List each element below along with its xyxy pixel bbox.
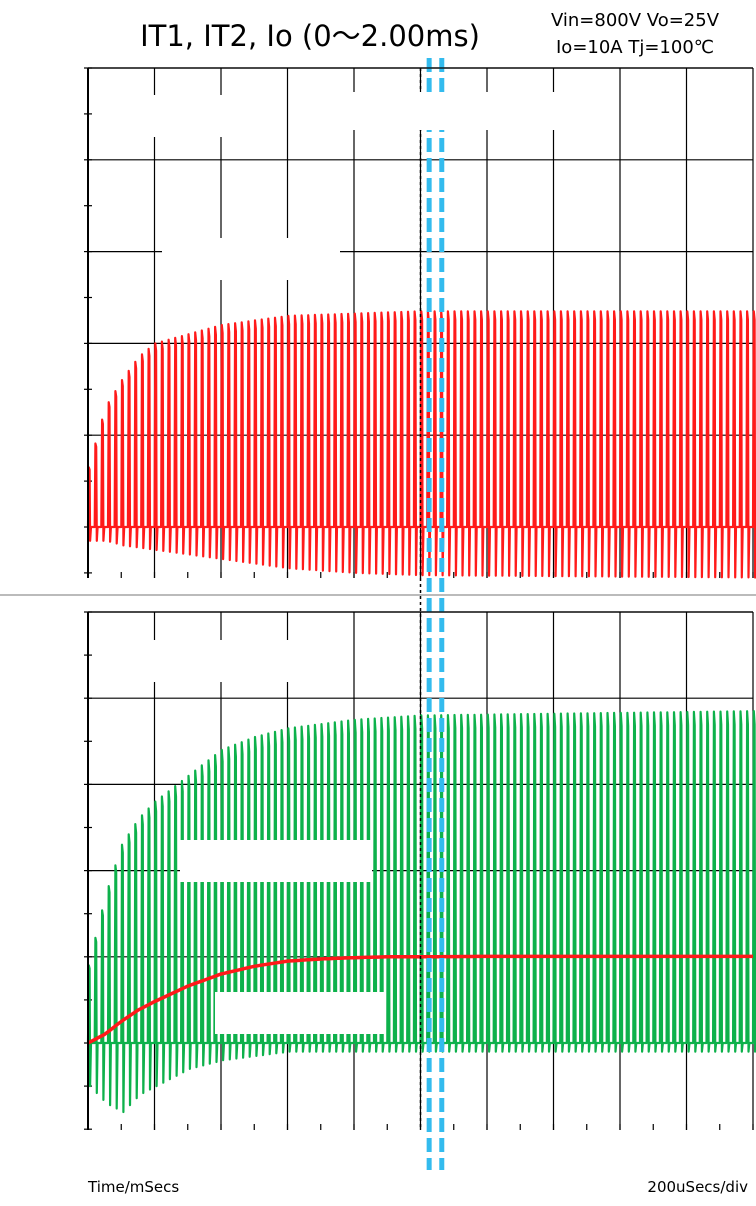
time-scale-label: 200uSecs/div [647,1178,748,1196]
series-line [86,710,756,1114]
chart-title: IT1, IT2, Io (0～2.00ms) [140,19,480,53]
panel-title-box [102,95,242,137]
legend-box [180,840,372,882]
condition-line-2: Io=10A Tj=100℃ [556,37,714,58]
panel-title-box [102,640,322,682]
condition-line-1: Vin=800V Vo=25V [551,10,720,31]
legend-box [162,238,340,280]
series-line [86,310,756,579]
x-axis-label: Time/mSecs [87,1178,179,1196]
legend-box [215,992,385,1034]
marker-label-box [345,92,555,130]
